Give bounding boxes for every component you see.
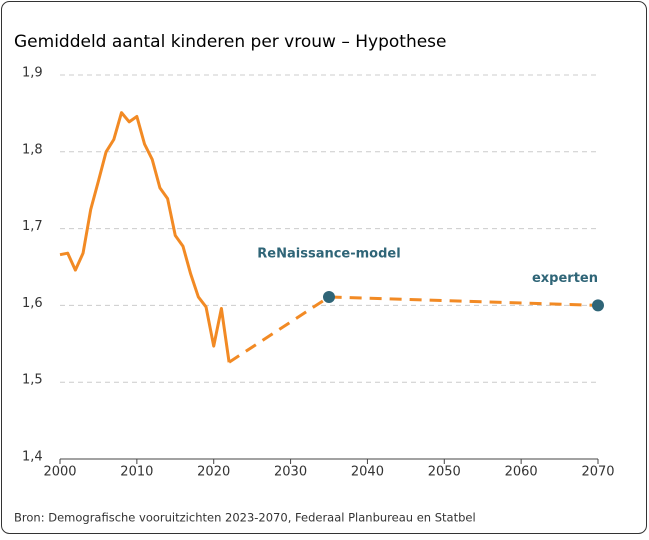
series-line: [59, 111, 231, 363]
annotation: ReNaissance-model: [257, 246, 400, 261]
x-tick-label: 2030: [274, 465, 307, 480]
x-tick-label: 2000: [43, 465, 76, 480]
marker: [323, 290, 335, 303]
y-tick-label: 1,4: [22, 450, 43, 465]
y-tick-label: 1,5: [22, 373, 43, 388]
x-tick-label: 2020: [197, 465, 230, 480]
chart-title: Gemiddeld aantal kinderen per vrouw – Hy…: [14, 32, 447, 52]
y-tick-label: 1,9: [22, 66, 43, 81]
x-tick-label: 2060: [505, 465, 538, 480]
x-tick-label: 2010: [120, 465, 153, 480]
y-tick-label: 1,6: [22, 296, 43, 311]
x-tick-label: 2050: [428, 465, 461, 480]
annotation: experten: [532, 271, 598, 286]
marker: [592, 299, 604, 312]
y-tick-label: 1,7: [22, 219, 43, 234]
y-tick-label: 1,8: [22, 142, 43, 157]
x-tick-label: 2070: [581, 465, 614, 480]
x-tick-label: 2040: [351, 465, 384, 480]
source-note: Bron: Demografische vooruitzichten 2023-…: [14, 511, 476, 525]
